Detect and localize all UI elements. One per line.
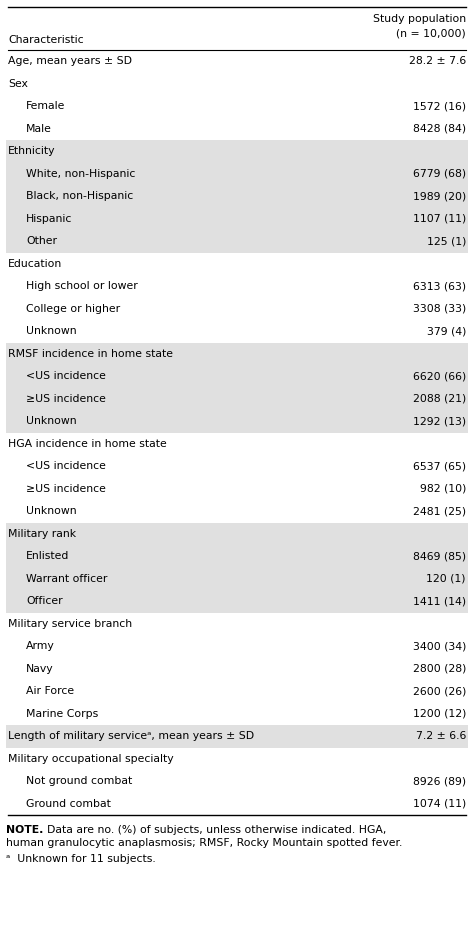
Bar	[6, 590, 468, 612]
Text: 1292 (13): 1292 (13)	[413, 416, 466, 426]
Text: 982 (10): 982 (10)	[419, 484, 466, 494]
Bar	[6, 163, 468, 185]
Text: Air Force: Air Force	[26, 687, 74, 696]
Text: 2800 (28): 2800 (28)	[413, 664, 466, 674]
Text: ᵃ  Unknown for 11 subjects.: ᵃ Unknown for 11 subjects.	[6, 854, 156, 864]
Text: 6313 (63): 6313 (63)	[413, 282, 466, 291]
Text: Unknown: Unknown	[26, 326, 77, 336]
Text: ≥US incidence: ≥US incidence	[26, 394, 106, 404]
Bar	[6, 140, 468, 163]
Text: 1107 (11): 1107 (11)	[413, 214, 466, 224]
Text: 7.2 ± 6.6: 7.2 ± 6.6	[416, 731, 466, 741]
Text: Ground combat: Ground combat	[26, 799, 111, 809]
Text: Characteristic: Characteristic	[8, 35, 83, 45]
Bar	[6, 523, 468, 545]
Bar	[6, 410, 468, 432]
Text: Unknown: Unknown	[26, 506, 77, 516]
Text: Enlisted: Enlisted	[26, 551, 69, 561]
Text: Marine Corps: Marine Corps	[26, 708, 98, 719]
Text: Unknown: Unknown	[26, 416, 77, 426]
Text: Army: Army	[26, 642, 55, 651]
Text: 8469 (85): 8469 (85)	[413, 551, 466, 561]
Text: ≥US incidence: ≥US incidence	[26, 484, 106, 494]
Text: 1074 (11): 1074 (11)	[413, 799, 466, 809]
Bar	[6, 230, 468, 252]
Text: Officer: Officer	[26, 596, 63, 607]
Text: 125 (1): 125 (1)	[427, 236, 466, 246]
Text: 3400 (34): 3400 (34)	[413, 642, 466, 651]
Text: 6779 (68): 6779 (68)	[413, 169, 466, 179]
Text: 28.2 ± 7.6: 28.2 ± 7.6	[409, 57, 466, 66]
Text: 1989 (20): 1989 (20)	[413, 191, 466, 202]
Text: <US incidence: <US incidence	[26, 462, 106, 471]
Text: (n = 10,000): (n = 10,000)	[396, 28, 466, 38]
Bar	[6, 185, 468, 207]
Text: Not ground combat: Not ground combat	[26, 776, 132, 787]
Text: Black, non-Hispanic: Black, non-Hispanic	[26, 191, 133, 202]
Text: NOTE.: NOTE.	[6, 825, 44, 835]
Text: 1411 (14): 1411 (14)	[413, 596, 466, 607]
Bar	[6, 545, 468, 567]
Bar	[6, 365, 468, 387]
Text: Age, mean years ± SD: Age, mean years ± SD	[8, 57, 132, 66]
Text: Sex: Sex	[8, 79, 28, 89]
Text: Data are no. (%) of subjects, unless otherwise indicated. HGA,: Data are no. (%) of subjects, unless oth…	[40, 825, 386, 835]
Text: Warrant officer: Warrant officer	[26, 574, 108, 584]
Text: 120 (1): 120 (1)	[427, 574, 466, 584]
Text: Military rank: Military rank	[8, 528, 76, 539]
Text: 1572 (16): 1572 (16)	[413, 101, 466, 111]
Text: White, non-Hispanic: White, non-Hispanic	[26, 169, 136, 179]
Text: 2600 (26): 2600 (26)	[413, 687, 466, 696]
Text: 2088 (21): 2088 (21)	[413, 394, 466, 404]
Text: RMSF incidence in home state: RMSF incidence in home state	[8, 349, 173, 359]
Text: Education: Education	[8, 259, 62, 268]
Bar	[6, 343, 468, 365]
Text: 6620 (66): 6620 (66)	[413, 371, 466, 382]
Text: College or higher: College or higher	[26, 303, 120, 314]
Text: 1200 (12): 1200 (12)	[413, 708, 466, 719]
Text: <US incidence: <US incidence	[26, 371, 106, 382]
Text: Military service branch: Military service branch	[8, 619, 132, 628]
Text: 8926 (89): 8926 (89)	[413, 776, 466, 787]
Text: Female: Female	[26, 101, 65, 111]
Bar	[6, 567, 468, 590]
Text: Other: Other	[26, 236, 57, 246]
Text: HGA incidence in home state: HGA incidence in home state	[8, 439, 167, 448]
Bar	[6, 387, 468, 410]
Text: Military occupational specialty: Military occupational specialty	[8, 754, 173, 764]
Text: Length of military serviceᵃ, mean years ± SD: Length of military serviceᵃ, mean years …	[8, 731, 254, 741]
Bar	[6, 207, 468, 230]
Text: 6537 (65): 6537 (65)	[413, 462, 466, 471]
Text: 8428 (84): 8428 (84)	[413, 123, 466, 134]
Text: Study population: Study population	[373, 14, 466, 24]
Text: Hispanic: Hispanic	[26, 214, 73, 224]
Text: Navy: Navy	[26, 664, 54, 674]
Text: human granulocytic anaplasmosis; RMSF, Rocky Mountain spotted fever.: human granulocytic anaplasmosis; RMSF, R…	[6, 838, 402, 848]
Bar	[6, 725, 468, 748]
Text: 3308 (33): 3308 (33)	[413, 303, 466, 314]
Text: 379 (4): 379 (4)	[427, 326, 466, 336]
Text: High school or lower: High school or lower	[26, 282, 138, 291]
Text: 2481 (25): 2481 (25)	[413, 506, 466, 516]
Text: Ethnicity: Ethnicity	[8, 146, 55, 156]
Text: Male: Male	[26, 123, 52, 134]
